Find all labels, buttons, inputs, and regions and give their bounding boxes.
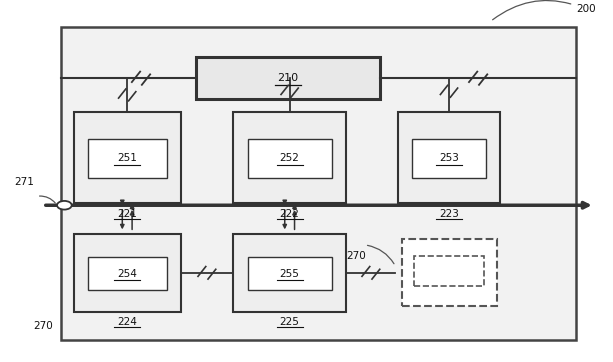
Bar [88, 139, 167, 178]
Text: 210: 210 [278, 73, 299, 83]
Bar [248, 257, 332, 290]
Bar [411, 139, 487, 178]
Bar [402, 240, 497, 306]
Bar [414, 256, 484, 286]
Bar [74, 111, 181, 203]
Bar [74, 234, 181, 312]
Bar [248, 139, 332, 178]
Text: 252: 252 [280, 153, 300, 163]
Text: 221: 221 [117, 209, 137, 219]
Text: 254: 254 [117, 269, 137, 279]
Text: 222: 222 [280, 209, 300, 219]
Text: 270: 270 [34, 321, 53, 331]
Bar [196, 58, 380, 99]
Text: 225: 225 [280, 317, 300, 327]
Bar [88, 257, 167, 290]
Bar [398, 111, 500, 203]
Text: 255: 255 [280, 269, 300, 279]
Text: 224: 224 [117, 317, 137, 327]
Text: 200: 200 [493, 0, 596, 20]
Bar [233, 234, 346, 312]
Circle shape [57, 201, 72, 210]
Text: 223: 223 [439, 209, 459, 219]
Text: 251: 251 [117, 153, 137, 163]
Bar [61, 27, 576, 340]
Text: 271: 271 [14, 177, 34, 187]
Bar [233, 111, 346, 203]
Text: 253: 253 [439, 153, 459, 163]
Text: 270: 270 [346, 251, 366, 261]
